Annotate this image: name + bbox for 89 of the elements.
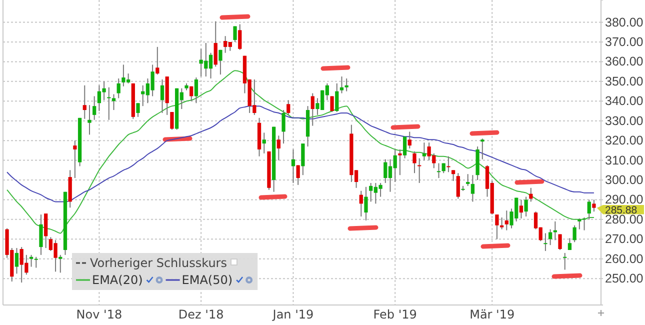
candlestick: [402, 136, 407, 159]
y-tick-label: 290.00: [605, 192, 644, 207]
x-tick-label: Nov '18: [76, 308, 122, 322]
y-tick-label: 370.00: [605, 34, 644, 49]
candlestick: [548, 228, 552, 246]
candlestick: [276, 135, 280, 161]
candlestick: [578, 218, 582, 230]
candlestick: [412, 150, 416, 174]
candlestick: [456, 172, 460, 200]
candlestick: [398, 148, 402, 176]
candlestick: [408, 131, 412, 149]
candlestick: [156, 46, 160, 76]
candlestick: [88, 104, 92, 136]
candlestick: [112, 94, 116, 111]
candlestick: [44, 213, 48, 249]
candlestick: [436, 162, 441, 179]
candlestick: [34, 256, 38, 268]
y-tick-label: 380.00: [605, 15, 644, 30]
candlestick: [262, 132, 266, 154]
candlestick: [218, 49, 222, 76]
candlestick: [340, 76, 344, 94]
candlestick: [335, 82, 339, 112]
y-tick-label: 310.00: [605, 153, 644, 168]
candlestick: [446, 156, 450, 173]
candlestick: [107, 86, 111, 120]
candlestick: [422, 142, 426, 161]
candlestick: [92, 96, 96, 120]
y-tick-label: 350.00: [605, 74, 644, 88]
candlestick: [572, 224, 576, 243]
candlestick: [582, 216, 586, 231]
x-tick-label: Jan '19: [272, 308, 314, 322]
legend-label: EMA(50): [182, 273, 233, 287]
candlestick: [82, 84, 86, 120]
candlestick: [301, 143, 305, 176]
candlestick: [563, 252, 567, 270]
candlestick: [451, 170, 456, 182]
candlestick: [116, 78, 120, 99]
y-tick-label: 300.00: [605, 173, 644, 188]
candlestick: [14, 248, 19, 274]
candlestick: [364, 186, 368, 221]
candlestick: [495, 214, 499, 240]
candlestick: [359, 190, 363, 217]
y-tick-label: 360.00: [605, 54, 644, 69]
candlestick: [136, 102, 140, 118]
candlestick: [73, 140, 77, 179]
candlestick: [160, 78, 164, 114]
candlestick: [480, 138, 484, 160]
y-tick-label: 250.00: [605, 272, 644, 286]
candlestick: [291, 148, 296, 184]
y-tick-label: 320.00: [605, 134, 644, 148]
candlestick: [544, 232, 548, 252]
candlestick: [504, 210, 508, 231]
candlestick: [330, 96, 334, 112]
y-tick-label: 280.00: [605, 212, 644, 226]
candlestick: [170, 111, 174, 130]
y-tick-label: 260.00: [605, 252, 644, 266]
x-tick-label: Mär '19: [470, 308, 515, 322]
candlestick: [500, 216, 504, 230]
candlestick: [442, 162, 446, 174]
candlestick: [519, 199, 524, 219]
y-tick-label: 340.00: [605, 94, 644, 108]
candlestick: [524, 196, 528, 217]
candlestick: [568, 238, 572, 250]
candlestick: [58, 254, 62, 274]
candlestick: [587, 199, 591, 220]
candlestick: [214, 20, 218, 68]
y-tick-label: 270.00: [605, 232, 644, 246]
candlestick: [466, 174, 470, 186]
candlestick: [470, 174, 475, 202]
y-tick-label: 330.00: [605, 114, 644, 128]
candlestick: [194, 76, 198, 104]
candlestick: [558, 234, 562, 250]
candlestick: [344, 78, 348, 92]
candlestick: [190, 86, 194, 102]
x-tick-label: Feb '19: [373, 308, 417, 322]
candlestick: [29, 254, 34, 268]
candlestick: [310, 92, 314, 126]
candlestick: [286, 100, 290, 116]
candlestick: [238, 24, 242, 50]
x-tick-label: Dez '18: [178, 308, 224, 322]
candlestick: [282, 110, 286, 144]
legend-label: EMA(20): [92, 273, 143, 287]
candlestick: [233, 26, 237, 42]
line-series: [6, 106, 594, 202]
candlestick: [296, 164, 300, 186]
candlestick: [592, 199, 596, 212]
annotation: Vorheriger Schlusskurs: [90, 256, 227, 270]
candlestick: [39, 214, 43, 256]
candlestick: [418, 158, 422, 184]
